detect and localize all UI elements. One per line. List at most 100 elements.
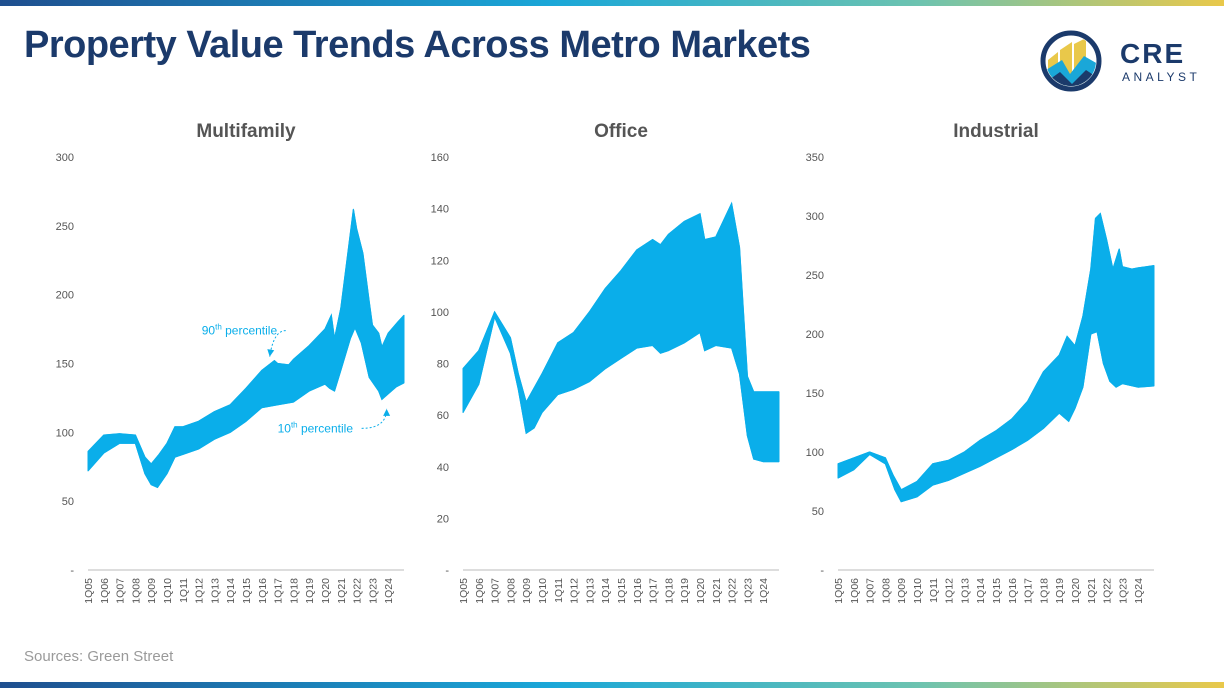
x-tick-label: 1Q22 [1102, 578, 1114, 604]
x-tick-label: 1Q19 [679, 578, 691, 604]
x-tick-label: 1Q09 [896, 578, 908, 604]
x-tick-label: 1Q13 [584, 578, 596, 604]
x-tick-label: 1Q08 [505, 578, 517, 604]
chart-title: Multifamily [196, 121, 296, 142]
x-tick-label: 1Q21 [336, 578, 348, 604]
x-tick-label: 1Q19 [1054, 578, 1066, 604]
x-tick-label: 1Q12 [194, 578, 206, 604]
logo-subtitle: ANALYST [1122, 70, 1201, 84]
series-10th-line [837, 330, 1155, 503]
x-tick-label: 1Q11 [928, 578, 940, 603]
chart-title: Industrial [953, 121, 1039, 142]
x-tick-label: 1Q13 [959, 578, 971, 604]
x-tick-label: 1Q11 [553, 578, 565, 603]
x-tick-label: 1Q22 [727, 578, 739, 604]
x-tick-label: 1Q16 [257, 578, 269, 604]
chart-title: Office [594, 121, 648, 142]
x-tick-label: 1Q15 [616, 578, 628, 604]
x-tick-label: 1Q21 [1086, 578, 1098, 604]
series-10th-line [462, 315, 779, 463]
chart-svg: Multifamily - 50 100 150 200 250 300 1Q05 1Q06 1Q0… [56, 121, 405, 604]
x-tick-label: 1Q16 [632, 578, 644, 604]
y-tick-label: 50 [812, 506, 824, 518]
office-chart: Office -20 40 60 80 100 120 140 160 1Q05 1Q06 1Q07 1… [415, 112, 805, 612]
y-tick-label: 140 [431, 204, 449, 216]
x-tick-label: 1Q17 [1023, 578, 1035, 604]
x-tick-label: 1Q05 [83, 578, 95, 604]
x-tick-label: 1Q24 [383, 578, 395, 604]
y-tick-label: 40 [437, 462, 449, 474]
top-accent-bar [0, 0, 1224, 6]
x-tick-label: 1Q15 [991, 578, 1003, 604]
logo-mark-icon [1040, 30, 1102, 92]
x-tick-label: 1Q18 [663, 578, 675, 604]
x-tick-label: 1Q11 [178, 578, 190, 603]
logo-name: CRE [1120, 38, 1186, 69]
y-tick-label: 150 [56, 359, 74, 371]
y-tick-label: 250 [806, 270, 824, 282]
annotation-10th-percentile: 10th percentile [278, 420, 354, 435]
x-tick-label: 1Q18 [1038, 578, 1050, 604]
y-tick-label: 300 [56, 152, 74, 164]
y-tick-label: 80 [437, 359, 449, 371]
chart-svg: Industrial - 50 100 150 200 250 300 350 1Q05 1Q06 1… [806, 121, 1155, 604]
y-tick-label: 20 [437, 513, 449, 525]
x-tick-label: 1Q08 [130, 578, 142, 604]
x-tick-label: 1Q21 [711, 578, 723, 604]
series-10th-line [87, 326, 405, 489]
x-tick-label: 1Q10 [162, 578, 174, 604]
y-tick-label: 150 [806, 388, 824, 400]
x-tick-label: 1Q23 [1117, 578, 1129, 604]
x-tick-label: 1Q06 [849, 578, 861, 604]
y-tick-label: 160 [431, 152, 449, 164]
x-tick-label: 1Q14 [600, 578, 612, 604]
logo: CRE ANALYST [1040, 30, 1210, 92]
x-tick-label: 1Q05 [833, 578, 845, 604]
y-tick-label: 50 [62, 496, 74, 508]
series-90th-line [837, 212, 1155, 491]
x-tick-label: 1Q18 [288, 578, 300, 604]
x-tick-label: 1Q17 [273, 578, 285, 604]
x-tick-label: 1Q14 [975, 578, 987, 604]
percentile-band [87, 208, 405, 488]
annotation-arrowhead [383, 408, 391, 416]
x-tick-label: 1Q09 [521, 578, 533, 604]
x-tick-label: 1Q07 [865, 578, 877, 604]
x-tick-label: 1Q19 [304, 578, 316, 604]
multifamily-chart: Multifamily - 50 100 150 200 250 300 1Q05 1Q06 1Q0… [40, 112, 430, 612]
x-tick-label: 1Q16 [1007, 578, 1019, 604]
x-tick-label: 1Q05 [458, 578, 470, 604]
x-tick-label: 1Q13 [209, 578, 221, 604]
x-tick-label: 1Q24 [1133, 578, 1145, 604]
x-tick-label: 1Q20 [320, 578, 332, 604]
y-tick-label: - [445, 565, 449, 577]
x-tick-label: 1Q06 [99, 578, 111, 604]
percentile-band [462, 203, 780, 463]
y-tick-label: - [820, 565, 824, 577]
page-title: Property Value Trends Across Metro Marke… [24, 24, 811, 66]
x-tick-label: 1Q06 [474, 578, 486, 604]
y-tick-label: 200 [56, 290, 74, 302]
x-tick-label: 1Q12 [569, 578, 581, 604]
series-90th-line [87, 209, 405, 465]
y-tick-label: 100 [431, 307, 449, 319]
series-90th-line [462, 201, 779, 404]
x-tick-label: 1Q09 [146, 578, 158, 604]
industrial-chart: Industrial - 50 100 150 200 250 300 350 1Q05 1Q06 1… [790, 112, 1180, 612]
x-tick-label: 1Q14 [225, 578, 237, 604]
x-tick-label: 1Q07 [490, 578, 502, 604]
y-tick-label: 100 [806, 447, 824, 459]
bottom-accent-bar [0, 682, 1224, 688]
annotation-arrow [361, 408, 388, 429]
source-note: Sources: Green Street [24, 648, 174, 665]
x-tick-label: 1Q08 [880, 578, 892, 604]
y-tick-label: 60 [437, 410, 449, 422]
x-tick-label: 1Q20 [695, 578, 707, 604]
x-tick-label: 1Q22 [352, 578, 364, 604]
annotation-arrowhead [267, 349, 275, 357]
y-tick-label: 300 [806, 211, 824, 223]
x-tick-label: 1Q20 [1070, 578, 1082, 604]
y-tick-label: 250 [56, 221, 74, 233]
x-tick-label: 1Q10 [537, 578, 549, 604]
